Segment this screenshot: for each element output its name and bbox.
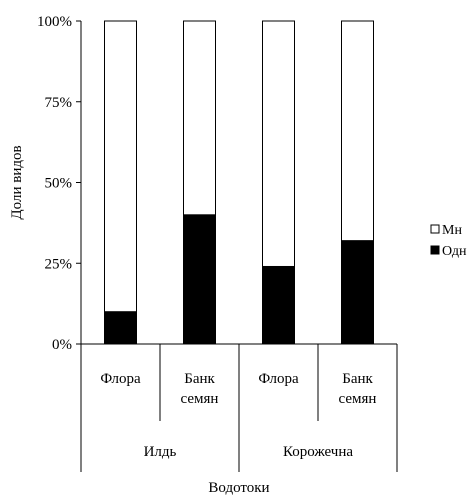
x-axis-title: Водотоки: [208, 480, 269, 496]
bar-odn-0: [104, 311, 137, 345]
bar-odn-3: [341, 240, 374, 345]
group-label-1: Корожечна: [283, 444, 353, 460]
bars-layer: [104, 20, 374, 345]
x-tick-label-3-0: Банк: [342, 371, 373, 387]
bar-mn-3: [341, 20, 374, 242]
legend-swatch-1: [430, 245, 440, 255]
group-labels-layer: Илдь Корожечна: [144, 444, 354, 460]
bar-odn-2: [262, 265, 295, 345]
bar-odn-1: [183, 214, 216, 345]
legend-label-1: Одн: [442, 244, 467, 259]
group-label-0: Илдь: [144, 444, 177, 460]
y-tick-label-0: 0%: [52, 337, 72, 353]
legend-label-0: Мн: [442, 223, 462, 238]
bar-mn-2: [262, 20, 295, 267]
x-tick-label-0-0: Флора: [100, 371, 141, 387]
x-tick-label-1-1: семян: [181, 391, 219, 407]
x-tick-label-1-0: Банк: [184, 371, 215, 387]
x-axis-frame: [80, 343, 398, 472]
bar-mn-1: [183, 20, 216, 216]
bar-mn-0: [104, 20, 137, 313]
y-ticks-layer: 0% 25% 50% 75% 100%: [37, 14, 81, 353]
legend: Мн Одн: [430, 223, 467, 259]
x-tick-labels-layer: Флора Банк семян Флора Банк семян: [100, 371, 376, 407]
x-tick-label-3-1: семян: [339, 391, 377, 407]
y-axis-title: Доли видов: [9, 145, 25, 219]
y-tick-label-3: 75%: [45, 95, 73, 111]
legend-swatch-0: [430, 224, 440, 234]
y-tick-label-4: 100%: [37, 14, 72, 30]
x-tick-label-2-0: Флора: [258, 371, 299, 387]
y-tick-label-1: 25%: [45, 256, 73, 272]
y-tick-label-2: 50%: [45, 176, 73, 192]
